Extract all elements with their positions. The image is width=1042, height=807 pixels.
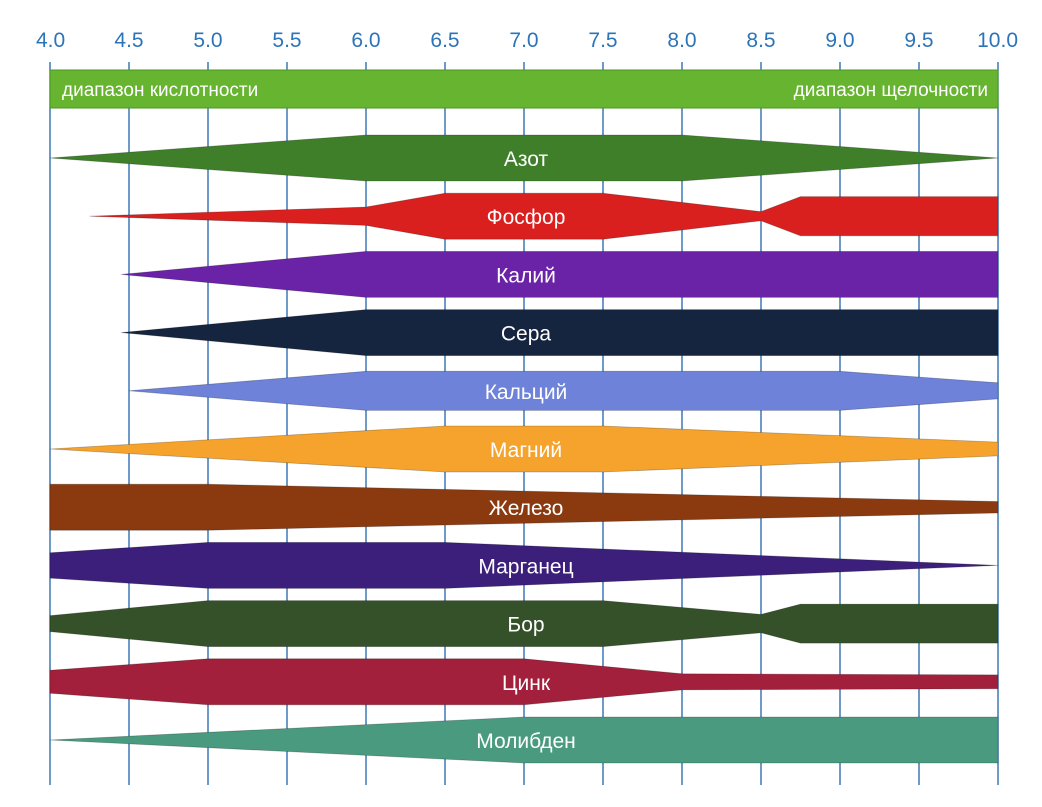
band-label-10: Цинк	[502, 672, 551, 695]
tick-label-8-0: 8.0	[667, 29, 696, 52]
tick-label-8-5: 8.5	[746, 29, 775, 52]
band-label-11: Молибден	[476, 730, 576, 753]
nutrient-bands: Азот Фосфор Калий Сера Кальций Магний Железо Ма…	[49, 134, 999, 764]
band-9	[49, 600, 999, 647]
ph-range-bar-background	[49, 69, 999, 109]
band-label-2: Фосфор	[487, 206, 566, 229]
band-label-8: Марганец	[478, 555, 573, 578]
band-label-5: Кальций	[485, 381, 568, 404]
band-label-9: Бор	[507, 614, 544, 637]
band-2	[89, 192, 999, 240]
tick-label-4-5: 4.5	[114, 29, 143, 52]
band-4	[121, 309, 999, 357]
band-label-1: Азот	[504, 148, 549, 171]
ph-range-bar: диапазон кислотности диапазон щелочности	[49, 69, 999, 109]
band-label-3: Калий	[496, 264, 556, 287]
band-7	[49, 483, 999, 531]
tick-label-6-0: 6.0	[351, 29, 380, 52]
alkaline-range-label: диапазон щелочности	[794, 80, 988, 101]
tick-label-9-0: 9.0	[825, 29, 854, 52]
tick-label-6-5: 6.5	[430, 29, 459, 52]
band-label-7: Железо	[489, 497, 564, 520]
grid-lines	[49, 62, 999, 785]
tick-label-5-0: 5.0	[193, 29, 222, 52]
tick-label-4-0: 4.0	[36, 29, 65, 52]
band-6	[49, 425, 999, 473]
band-5	[128, 370, 999, 411]
tick-label-5-5: 5.5	[272, 29, 301, 52]
band-10	[49, 658, 999, 706]
tick-label-10-0: 10.0	[977, 29, 1018, 52]
band-1	[49, 134, 999, 182]
acid-range-label: диапазон кислотности	[62, 80, 258, 101]
band-3	[121, 250, 999, 298]
band-8	[49, 542, 999, 589]
band-label-4: Сера	[501, 323, 552, 346]
band-11	[49, 716, 999, 764]
tick-label-7-0: 7.0	[509, 29, 538, 52]
ph-axis-ticks: 4.0 4.5 5.0 5.5 6.0 6.5 7.0 7.5 8.0 8.5 9.0 9.5 10.0	[36, 29, 1018, 52]
tick-label-9-5: 9.5	[904, 29, 933, 52]
tick-label-7-5: 7.5	[588, 29, 617, 52]
band-label-6: Магний	[490, 439, 562, 462]
